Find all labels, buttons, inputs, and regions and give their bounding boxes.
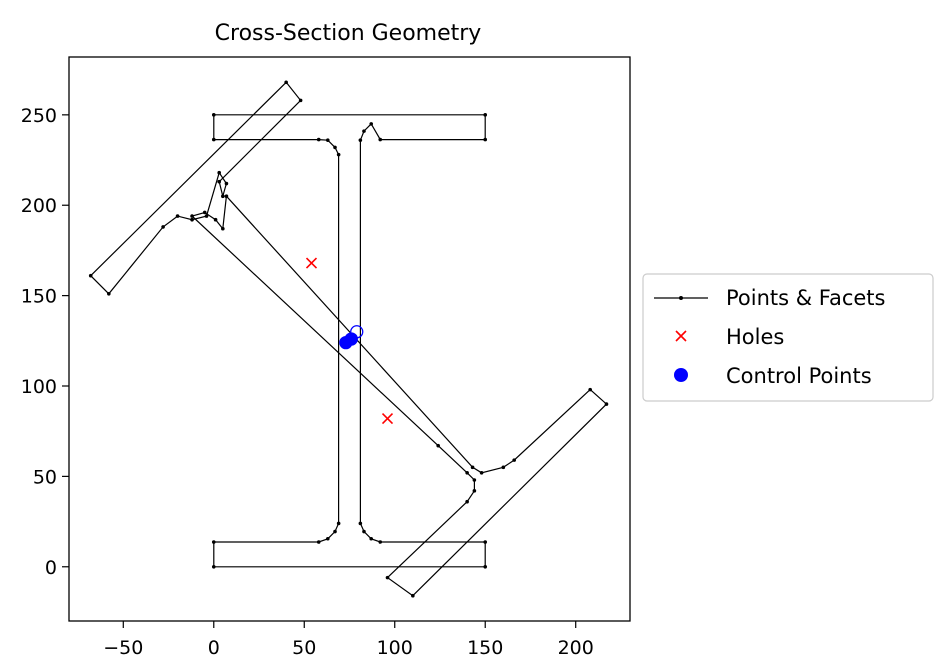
facet-point (411, 593, 415, 598)
hole-marker (381, 412, 394, 425)
facet-point (175, 214, 180, 218)
facet-point (298, 98, 303, 103)
control-point-marker (350, 325, 364, 339)
legend-swatch-circle (674, 368, 688, 382)
y-tick-label: 150 (21, 286, 57, 308)
facet-point (472, 489, 477, 493)
hole-marker (305, 257, 318, 269)
facet-point (385, 575, 390, 580)
facet-point (211, 564, 216, 569)
facet-point (369, 536, 374, 541)
facet-point (224, 181, 229, 186)
facet-point (161, 225, 165, 229)
y-tick-label: 250 (21, 105, 57, 127)
x-tick-label: 150 (467, 637, 503, 659)
y-tick-label: 50 (33, 466, 57, 488)
facet-point (436, 443, 440, 448)
facet-point (369, 122, 374, 126)
facet-point (483, 113, 488, 117)
y-tick-label: 0 (45, 557, 57, 579)
legend-label-holes: Holes (726, 325, 784, 349)
legend-frame (642, 273, 934, 402)
chart-title: Cross-Section Geometry (215, 21, 482, 46)
x-tick-label: 50 (292, 637, 316, 659)
facet-outline-3 (190, 194, 608, 597)
facet-point (221, 226, 225, 231)
facet-point (190, 214, 194, 218)
legend-swatch-x (675, 330, 687, 342)
facet-point (190, 217, 194, 222)
facet-point (501, 465, 506, 470)
x-tick-label: 0 (208, 637, 220, 659)
legend-item-points-facets: Points & Facets (654, 286, 885, 310)
facet-outline-2 (89, 81, 302, 295)
facet-point (217, 179, 222, 184)
facet-point (213, 217, 218, 222)
y-tick-label: 100 (21, 376, 57, 398)
facet-point (333, 145, 337, 150)
facet-point (336, 152, 341, 157)
y-axis: 0 50 100 150 200 250 (21, 105, 69, 579)
facet-point (316, 540, 321, 544)
facet-point (88, 273, 93, 278)
facet-point (217, 170, 222, 175)
facet-point (336, 521, 341, 526)
facet-point (211, 137, 216, 142)
facet-point (483, 540, 488, 544)
x-tick-label: −50 (103, 637, 143, 659)
facet-point (211, 113, 216, 117)
facet-point (465, 499, 469, 504)
facet-point (211, 540, 216, 544)
facet-point (107, 292, 111, 296)
facet-point (378, 137, 383, 142)
facet-point (325, 138, 330, 142)
facet-point (284, 80, 288, 85)
y-tick-label: 200 (21, 195, 57, 217)
facet-point (479, 470, 484, 475)
facet-point (588, 387, 592, 392)
x-axis: −50 0 50 100 150 200 (103, 621, 594, 659)
facet-point (221, 194, 225, 198)
legend-swatch-point (679, 296, 683, 300)
facet-point (483, 564, 488, 569)
facet-point (358, 138, 363, 142)
x-tick-label: 100 (377, 637, 413, 659)
legend-label-points-facets: Points & Facets (726, 286, 885, 310)
plot-area (88, 80, 609, 598)
facet-point (472, 478, 477, 482)
facet-point (316, 137, 321, 142)
facet-point (512, 458, 516, 462)
facet-point (358, 521, 363, 526)
facet-point (362, 529, 366, 534)
facet-point (333, 529, 337, 534)
legend: Points & Facets Holes Control Points (642, 273, 934, 402)
facet-point (224, 194, 229, 198)
facet-point (325, 536, 330, 541)
facet-point (362, 129, 366, 133)
facet-point (470, 465, 475, 470)
legend-label-control-points: Control Points (726, 364, 872, 388)
facet-point (204, 214, 209, 218)
legend-item-control-points: Control Points (674, 364, 872, 388)
facet-point (202, 210, 207, 215)
facet-point (465, 470, 469, 475)
facet-point (604, 402, 609, 406)
facet-point (378, 540, 383, 544)
facet-point (483, 137, 488, 142)
x-tick-label: 200 (558, 637, 594, 659)
plot-frame (68, 56, 631, 622)
legend-item-holes: Holes (675, 325, 784, 349)
